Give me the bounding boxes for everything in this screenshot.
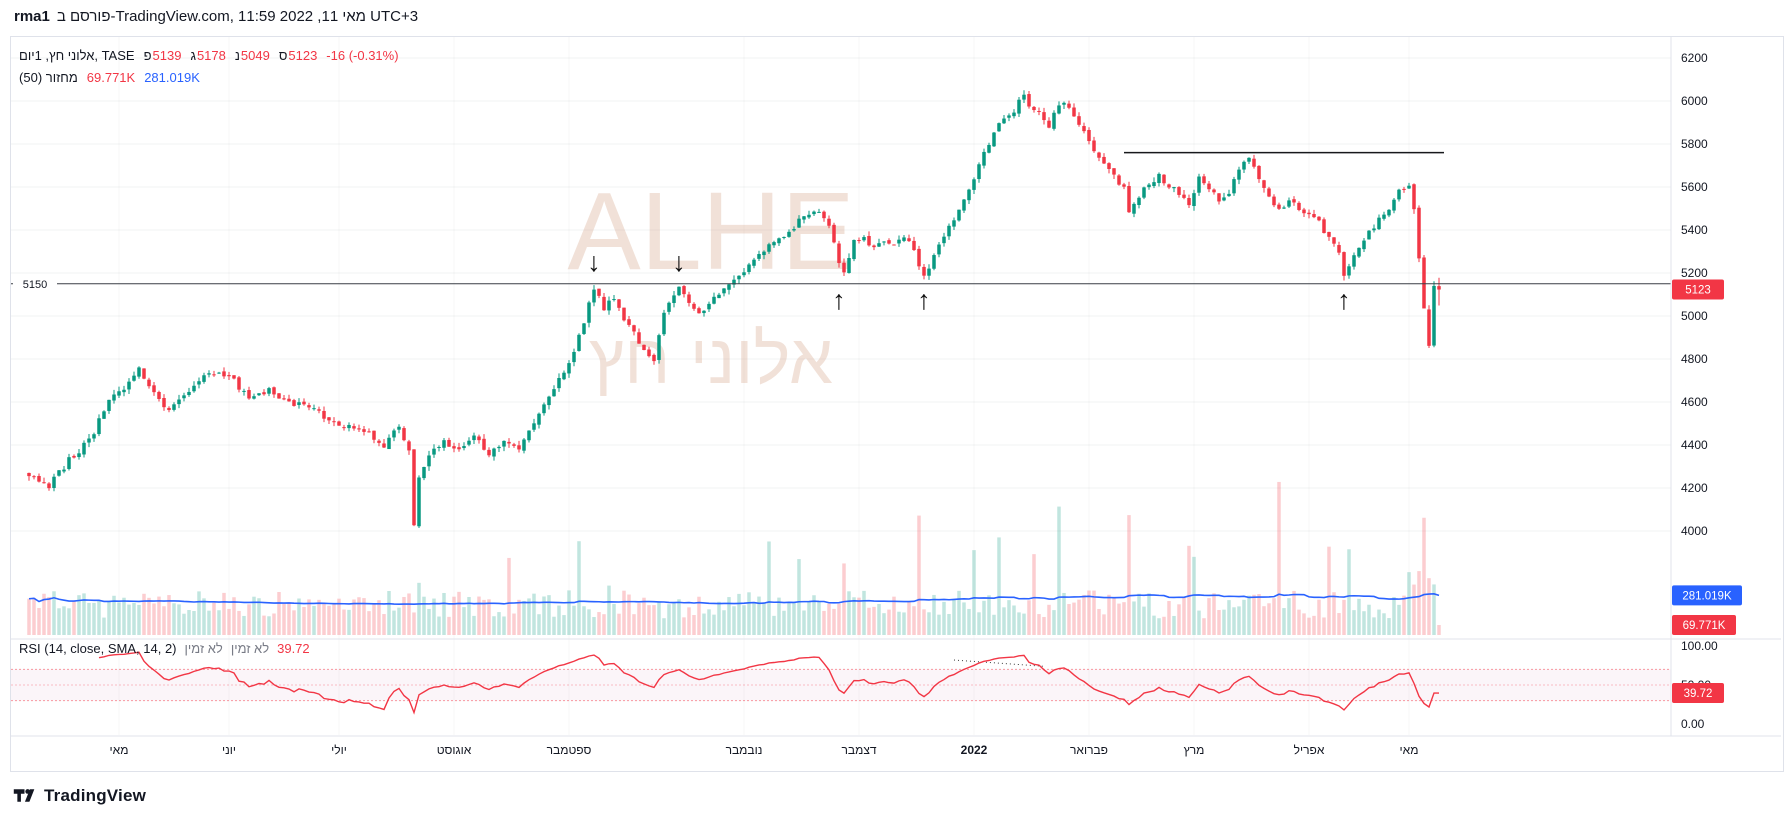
svg-text:281.019K: 281.019K [1682,590,1732,602]
down-arrow-marker: ↓ [587,247,601,277]
time-tick-label: יולי [331,743,347,757]
price-tick-label: 5400 [1681,223,1708,237]
rsi-layer [11,651,1671,715]
up-arrow-marker: ↑ [832,285,846,315]
ohlc-open: פ 5139 [143,48,182,63]
svg-text:ALHE: ALHE [567,170,854,293]
rsi-label[interactable]: RSI (14, close, SMA, 14, 2) [19,641,177,656]
svg-text:אלוני חץ: אלוני חץ [589,320,833,398]
symbol-title[interactable]: אלוני חץ, 1יום, TASE [19,48,135,63]
up-arrow-marker: ↑ [917,285,931,315]
rsi-legend[interactable]: RSI (14, close, SMA, 14, 2) לא זמין לא ז… [19,641,310,656]
tradingview-attribution[interactable]: TradingView [12,783,146,808]
horizontal-level-line[interactable]: 5150 [11,274,1671,292]
volume-ma-value: 281.019K [144,70,200,85]
svg-text:39.72: 39.72 [1684,688,1713,700]
price-tick-label: 4600 [1681,395,1708,409]
time-axis[interactable]: מאי יוני יולי אוגוסט ספטמבר נובמבר דצמבר 2022 פב… [110,743,1419,757]
volume-legend[interactable]: מחזור (50) 69.771K 281.019K [19,70,200,85]
price-tick-label: 4200 [1681,481,1708,495]
ohlc-high: ג 5178 [190,48,226,63]
price-tick-label: 5200 [1681,266,1708,280]
level-price-label: 5150 [23,279,47,291]
price-tick-label: 5800 [1681,137,1708,151]
volume-ma-line [28,593,1440,606]
ohlc-close: ס 5123 [278,48,318,63]
chart-canvas[interactable]: ALHE אלוני חץ 5150 ↓ ↓ ↑ ↑ ↑ 6200 6000 5800 5600 540… [11,37,1781,769]
pane-separators [11,37,1781,737]
author-name[interactable]: rma1 [14,8,50,25]
time-tick-label: דצמבר [841,743,876,757]
price-tick-label: 4000 [1681,524,1708,538]
tradingview-icon [13,789,35,802]
candles-layer [27,90,1441,529]
price-tick-label: 6000 [1681,94,1708,108]
svg-text:5123: 5123 [1685,285,1711,297]
time-tick-label: נובמבר [726,743,763,757]
price-tick-label: 6200 [1681,51,1708,65]
price-tick-label: 4800 [1681,352,1708,366]
time-tick-label: אוגוסט [437,743,472,757]
volume-ma-badge: 281.019K [1672,585,1742,606]
time-tick-label: מאי [1400,743,1419,757]
time-tick-label: 2022 [961,743,988,757]
volume-badge: 69.771K [1672,615,1736,636]
publish-info: פורסם ב-TradingView.com, מאי 11, 2022 11… [56,8,419,25]
volume-layer [27,481,1441,635]
volume-label[interactable]: מחזור (50) [19,70,78,85]
last-price-badge: 5123 [1672,279,1724,300]
rsi-value: 39.72 [277,641,310,656]
symbol-watermark: ALHE אלוני חץ [567,170,854,398]
rsi-na-1: לא זמין [184,641,223,656]
rsi-na-2: לא זמין [230,641,270,656]
svg-text:69.771K: 69.771K [1683,620,1726,632]
time-tick-label: אפריל [1294,743,1325,757]
symbol-legend[interactable]: אלוני חץ, 1יום, TASE פ 5139 ג 5178 נ 5049 ס… [19,48,399,63]
chart-frame: ALHE אלוני חץ 5150 ↓ ↓ ↑ ↑ ↑ 6200 6000 5800 5600 540… [10,36,1784,772]
price-tick-label: 5600 [1681,180,1708,194]
volume-value: 69.771K [86,70,136,85]
time-tick-label: מרץ [1184,743,1205,757]
change-value: -16 (-0.31%) [326,48,399,63]
rsi-tick-label: 0.00 [1681,717,1705,731]
ohlc-low: נ 5049 [234,48,270,63]
arrow-markers-layer[interactable]: ↓ ↓ ↑ ↑ ↑ [587,247,1351,315]
time-tick-label: ספטמבר [547,743,592,757]
down-arrow-marker: ↓ [672,247,686,277]
time-tick-label: יוני [222,743,236,757]
rsi-value-badge: 39.72 [1672,683,1724,704]
attribution-bar: rma1 פורסם ב-TradingView.com, מאי 11, 20… [14,8,418,25]
up-arrow-marker: ↑ [1337,285,1351,315]
price-tick-label: 5000 [1681,309,1708,323]
time-tick-label: פברואר [1070,743,1108,757]
tradingview-brand: TradingView [44,785,147,805]
rsi-line [98,651,1440,715]
grid-layer [11,37,1671,735]
time-tick-label: מאי [110,743,129,757]
rsi-tick-label: 100.00 [1681,639,1718,653]
price-tick-label: 4400 [1681,438,1708,452]
